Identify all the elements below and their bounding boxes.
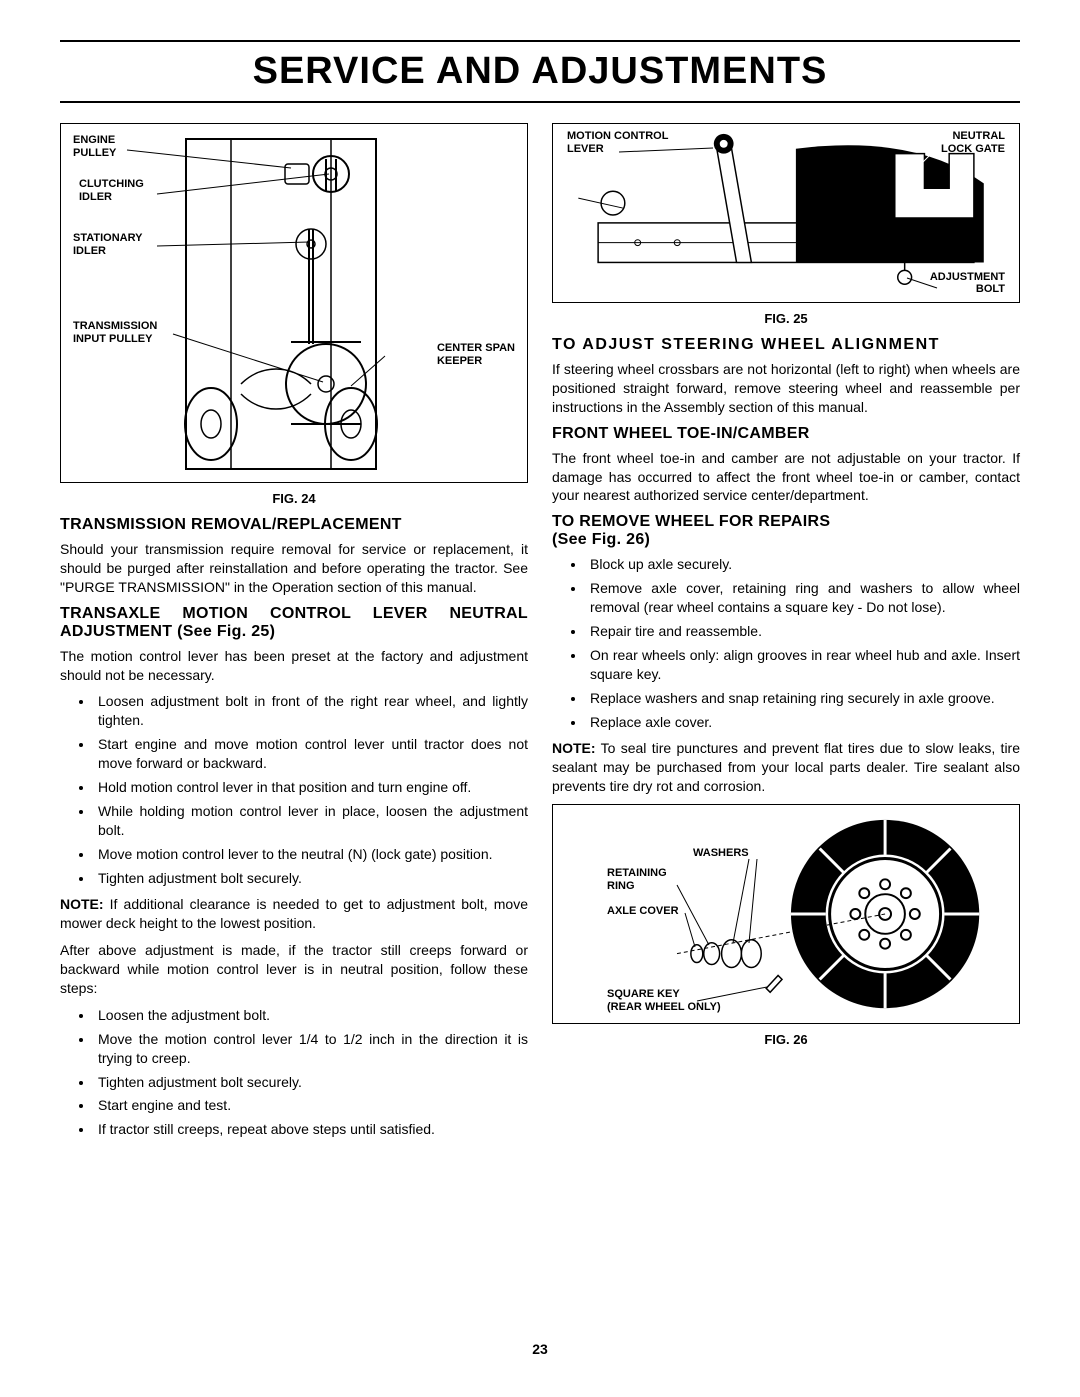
list-item: Remove axle cover, retaining ring and wa…	[586, 579, 1020, 617]
heading-remove-wheel-a: TO REMOVE WHEEL FOR REPAIRS	[552, 513, 1020, 531]
list-item: Hold motion control lever in that positi…	[94, 778, 528, 797]
list-item: On rear wheels only: align grooves in re…	[586, 646, 1020, 684]
list-item: Block up axle securely.	[586, 555, 1020, 574]
list-item: Tighten adjustment bolt securely.	[94, 1073, 528, 1092]
text-transaxle-preset: The motion control lever has been preset…	[60, 647, 528, 685]
note-clearance: NOTE: If additional clearance is needed …	[60, 895, 528, 933]
left-column: ENGINE PULLEY CLUTCHING IDLER STATIONARY…	[60, 123, 528, 1147]
callout-square-key: SQUARE KEY (REAR WHEEL ONLY)	[607, 988, 721, 1013]
figure-24: ENGINE PULLEY CLUTCHING IDLER STATIONARY…	[60, 123, 528, 483]
callout-washers: WASHERS	[693, 847, 749, 860]
right-column: MOTION CONTROL LEVER NEUTRAL LOCK GATE A…	[552, 123, 1020, 1147]
list-item: Replace axle cover.	[586, 713, 1020, 732]
heading-steering-alignment: TO ADJUST STEERING WHEEL ALIGNMENT	[552, 336, 1020, 354]
figure-25: MOTION CONTROL LEVER NEUTRAL LOCK GATE A…	[552, 123, 1020, 303]
list-item: Move motion control lever to the neutral…	[94, 845, 528, 864]
figure-26: WASHERS RETAINING RING AXLE COVER SQUARE…	[552, 804, 1020, 1024]
note-body: To seal tire punctures and prevent flat …	[552, 740, 1020, 794]
figure-26-caption: FIG. 26	[552, 1032, 1020, 1047]
note-tire-sealant: NOTE: To seal tire punctures and prevent…	[552, 739, 1020, 796]
list-item: While holding motion control lever in pl…	[94, 802, 528, 840]
callout-stationary-idler: STATIONARY IDLER	[73, 232, 142, 257]
list-item: Loosen adjustment bolt in front of the r…	[94, 692, 528, 730]
heading-transmission-removal: TRANSMISSION REMOVAL/REPLACEMENT	[60, 516, 528, 534]
callout-adjustment-bolt: ADJUSTMENT BOLT	[930, 271, 1005, 296]
two-column-layout: ENGINE PULLEY CLUTCHING IDLER STATIONARY…	[60, 123, 1020, 1147]
heading-transaxle-motion: TRANSAXLE MOTION CONTROL LEVER NEUTRAL A…	[60, 605, 528, 641]
callout-neutral-lock-gate: NEUTRAL LOCK GATE	[941, 130, 1005, 155]
text-after-adjustment: After above adjustment is made, if the t…	[60, 941, 528, 998]
heading-toe-in-camber: FRONT WHEEL TOE-IN/CAMBER	[552, 425, 1020, 443]
list-item: Move the motion control lever 1/4 to 1/2…	[94, 1030, 528, 1068]
bullets-remove-wheel: Block up axle securely. Remove axle cove…	[586, 555, 1020, 731]
text-transmission-removal: Should your transmission require removal…	[60, 540, 528, 597]
list-item: Start engine and move motion control lev…	[94, 735, 528, 773]
page-title: SERVICE AND ADJUSTMENTS	[60, 40, 1020, 103]
list-item: If tractor still creeps, repeat above st…	[94, 1120, 528, 1139]
figure-24-caption: FIG. 24	[60, 491, 528, 506]
note-prefix: NOTE:	[552, 740, 596, 756]
list-item: Repair tire and reassemble.	[586, 622, 1020, 641]
page-number: 23	[0, 1341, 1080, 1357]
callout-clutching-idler: CLUTCHING IDLER	[79, 178, 144, 203]
heading-remove-wheel-b: (See Fig. 26)	[552, 531, 1020, 549]
note-prefix: NOTE:	[60, 896, 104, 912]
note-body: If additional clearance is needed to get…	[60, 896, 528, 931]
figure-25-caption: FIG. 25	[552, 311, 1020, 326]
callout-axle-cover: AXLE COVER	[607, 905, 679, 918]
text-toe-in-camber: The front wheel toe-in and camber are no…	[552, 449, 1020, 506]
bullets-adjustment-2: Loosen the adjustment bolt. Move the mot…	[94, 1006, 528, 1139]
callout-transmission-input-pulley: TRANSMISSION INPUT PULLEY	[73, 320, 157, 345]
list-item: Start engine and test.	[94, 1096, 528, 1115]
list-item: Tighten adjustment bolt securely.	[94, 869, 528, 888]
callout-motion-control-lever: MOTION CONTROL LEVER	[567, 130, 668, 155]
callout-engine-pulley: ENGINE PULLEY	[73, 134, 116, 159]
list-item: Loosen the adjustment bolt.	[94, 1006, 528, 1025]
callout-retaining-ring: RETAINING RING	[607, 867, 667, 892]
bullets-adjustment-1: Loosen adjustment bolt in front of the r…	[94, 692, 528, 887]
text-steering-alignment: If steering wheel crossbars are not hori…	[552, 360, 1020, 417]
callout-center-span-keeper: CENTER SPAN KEEPER	[437, 342, 515, 367]
list-item: Replace washers and snap retaining ring …	[586, 689, 1020, 708]
